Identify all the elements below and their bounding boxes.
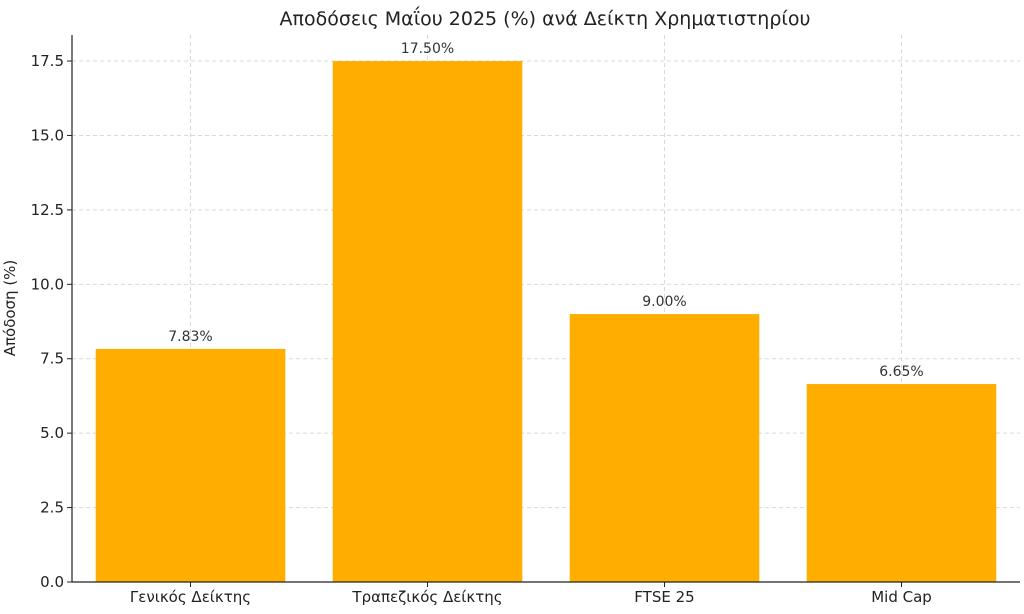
x-tick-label: Τραπεζικός Δείκτης (351, 588, 502, 606)
y-tick-label: 2.5 (40, 499, 64, 517)
x-tick-label: Γενικός Δείκτης (130, 588, 251, 606)
chart-title: Αποδόσεις Μαΐου 2025 (%) ανά Δείκτη Χρημ… (280, 6, 811, 30)
y-axis-label: Απόδοση (%) (1, 260, 19, 357)
data-label: 7.83% (168, 329, 212, 345)
x-tick-label: Mid Cap (871, 588, 932, 606)
bar (332, 61, 523, 583)
bar (806, 384, 997, 582)
labels-layer: 0.0 2.5 5.0 7.5 10.0 12.5 15.0 17.5 7.83% Γενικός… (31, 41, 932, 606)
y-tick-label: 7.5 (40, 350, 64, 368)
data-label: 9.00% (642, 294, 686, 310)
y-tick-label: 0.0 (40, 573, 64, 591)
y-tick-label: 15.0 (31, 126, 64, 144)
bar (569, 314, 760, 582)
axes-layer (67, 35, 1020, 587)
data-label: 6.65% (879, 364, 923, 380)
bars-layer (95, 61, 997, 583)
x-tick-label: FTSE 25 (634, 588, 694, 606)
y-tick-label: 5.0 (40, 424, 64, 442)
data-label: 17.50% (401, 41, 454, 57)
y-tick-label: 12.5 (31, 201, 64, 219)
bar (95, 348, 286, 582)
y-tick-label: 17.5 (31, 52, 64, 70)
y-tick-label: 10.0 (31, 275, 64, 293)
